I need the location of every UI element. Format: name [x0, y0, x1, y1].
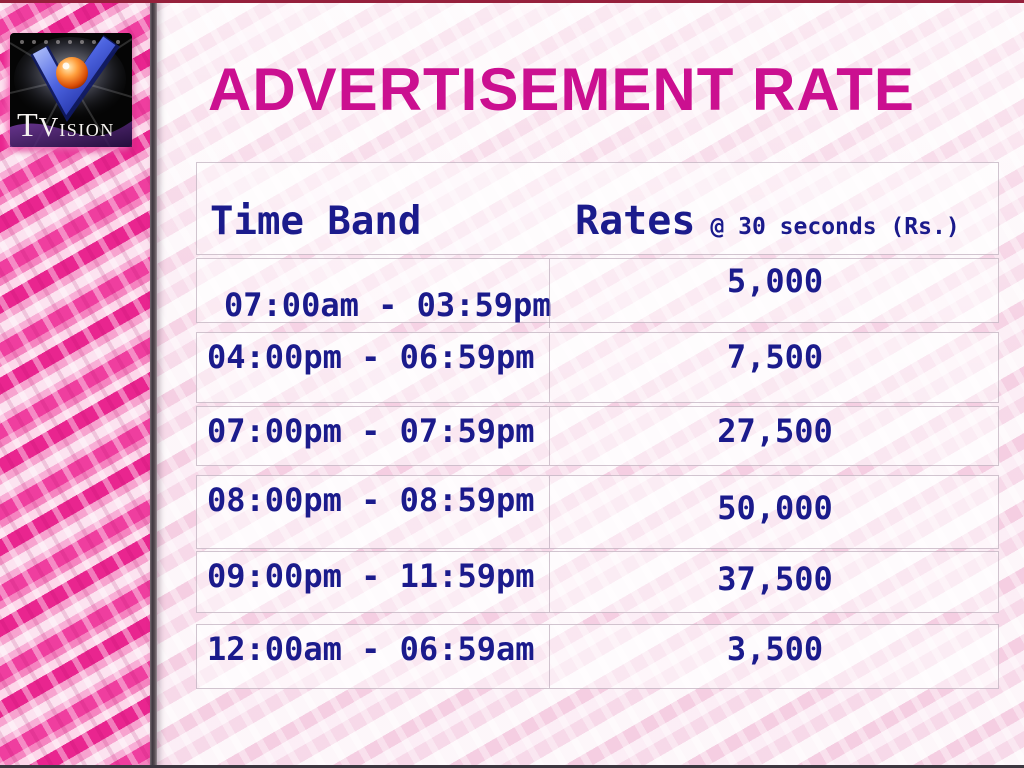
top-border-line	[0, 0, 1024, 3]
header-cell-time-band: Time Band	[210, 198, 422, 244]
table-row: 09:00pm - 11:59pm 37,500	[196, 551, 999, 613]
v-mark	[32, 36, 116, 116]
table-row: 07:00am - 03:59pm 5,000	[196, 258, 999, 329]
tvision-logo: TVISION	[10, 33, 132, 147]
page-title: ADVERTISEMENT RATE	[208, 56, 915, 123]
table-row: 04:00pm - 06:59pm 7,500	[196, 332, 999, 403]
table-row: 12:00am - 06:59am 3,500	[196, 624, 999, 689]
time-band-cell: 07:00am - 03:59pm	[224, 286, 552, 324]
vertical-divider	[150, 0, 157, 768]
rate-cell: 37,500	[549, 552, 998, 612]
rates-unit-note: @ 30 seconds (Rs.)	[710, 213, 960, 240]
tvision-logo-icon: TVISION	[10, 33, 132, 147]
rate-cell: 27,500	[549, 407, 998, 465]
time-band-cell: 04:00pm - 06:59pm	[207, 338, 535, 376]
table-header-row: Time Band Rates @ 30 seconds (Rs.)	[196, 162, 999, 255]
rate-cell: 3,500	[549, 625, 998, 688]
rates-table: Time Band Rates @ 30 seconds (Rs.) 07:00a…	[196, 162, 999, 689]
table-row: 07:00pm - 07:59pm 27,500	[196, 406, 999, 466]
rate-cell: 50,000	[549, 476, 998, 548]
time-band-cell: 08:00pm - 08:59pm	[207, 481, 535, 519]
rate-cell: 5,000	[549, 259, 998, 329]
time-band-cell: 09:00pm - 11:59pm	[207, 557, 535, 595]
table-row: 08:00pm - 08:59pm 50,000	[196, 475, 999, 549]
rate-cell: 7,500	[549, 333, 998, 402]
header-cell-rates: Rates @ 30 seconds (Rs.)	[549, 163, 998, 254]
time-band-cell: 07:00pm - 07:59pm	[207, 412, 535, 450]
rates-label: Rates	[575, 197, 696, 244]
bottom-border-line	[0, 765, 1024, 768]
logo-wordmark: TVISION	[17, 107, 115, 144]
time-band-cell: 12:00am - 06:59am	[207, 630, 535, 668]
orange-orb	[56, 57, 88, 89]
purple-fabric	[10, 121, 132, 147]
